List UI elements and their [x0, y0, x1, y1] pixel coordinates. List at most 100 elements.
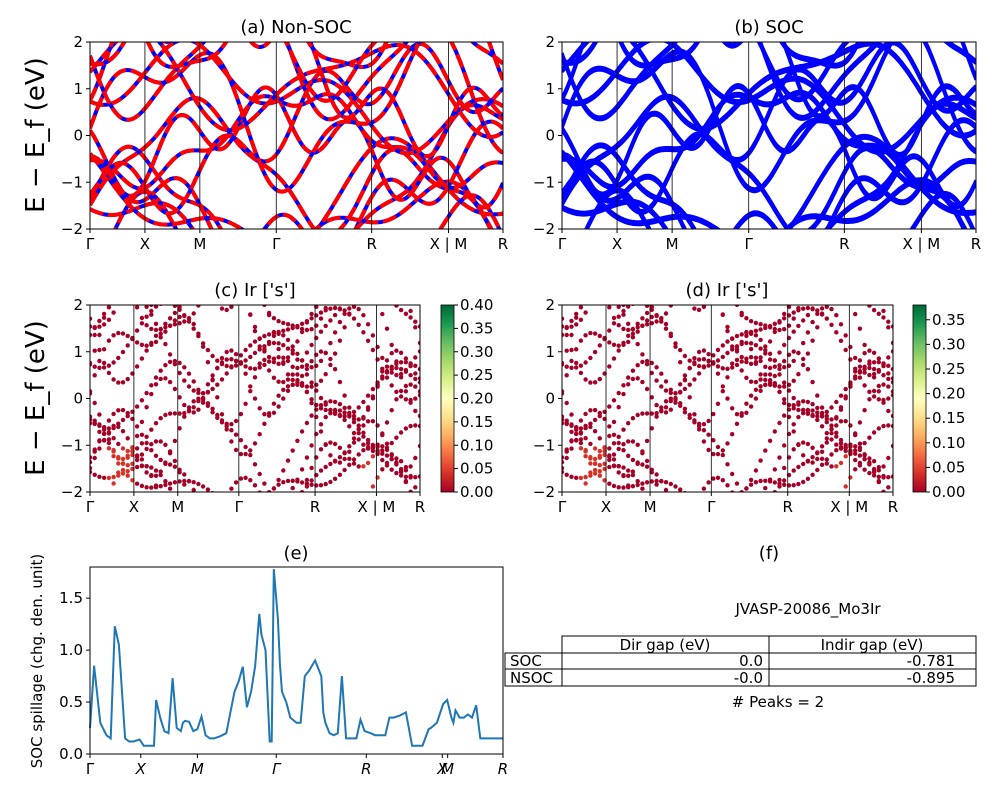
projection-point	[564, 447, 569, 452]
projection-point	[673, 484, 678, 489]
projection-point	[219, 377, 225, 382]
projection-point	[730, 365, 735, 370]
projection-point	[843, 347, 848, 353]
projection-point	[361, 415, 366, 420]
projection-point	[791, 358, 796, 364]
projection-point	[177, 314, 182, 320]
row-nsoc-indir: -0.895	[907, 669, 955, 687]
projection-point	[158, 331, 163, 336]
projection-point	[290, 372, 295, 377]
projection-point	[715, 444, 721, 450]
projection-point	[182, 378, 187, 383]
projection-point	[215, 358, 220, 363]
projection-point	[248, 343, 253, 348]
projection-point	[782, 478, 787, 483]
projection-point	[815, 414, 820, 419]
projection-point	[332, 351, 338, 356]
projection-point	[224, 427, 229, 432]
band-line-red	[90, 179, 494, 229]
projection-point	[562, 360, 565, 366]
projection-point	[682, 410, 688, 415]
projection-point	[370, 454, 376, 459]
projection-point	[243, 364, 248, 369]
projection-point	[290, 382, 295, 387]
projection-point	[149, 473, 154, 479]
projection-point	[611, 398, 617, 403]
projection-point	[304, 455, 310, 460]
projection-point	[853, 444, 858, 449]
projection-point	[328, 362, 333, 368]
projection-point	[167, 359, 173, 365]
projection-point	[886, 325, 891, 330]
projection-point	[862, 440, 867, 446]
projection-point	[848, 300, 852, 304]
projection-point	[640, 411, 645, 416]
projection-point	[853, 448, 858, 453]
projection-point	[886, 355, 891, 360]
projection-point	[342, 456, 347, 462]
projection-point	[578, 418, 584, 423]
projection-point	[276, 379, 281, 384]
projection-point	[696, 349, 702, 355]
b-xtick-label: M	[666, 235, 679, 253]
band-line-red	[90, 144, 493, 229]
projection-point	[394, 435, 399, 440]
projection-point	[734, 357, 740, 363]
projection-point	[299, 429, 305, 434]
projection-point	[167, 462, 173, 467]
projection-point	[621, 391, 626, 397]
projection-point	[106, 338, 112, 343]
projection-point	[182, 414, 187, 419]
colorbar-frame	[912, 304, 927, 493]
projection-point	[829, 322, 834, 327]
projection-point	[318, 378, 324, 383]
projection-point	[753, 468, 759, 473]
projection-point	[347, 405, 352, 410]
projection-point	[692, 377, 697, 382]
projection-point	[734, 333, 740, 339]
projection-point	[720, 366, 725, 371]
band-line-red	[113, 189, 502, 229]
projection-point	[318, 358, 324, 364]
projection-point	[389, 364, 394, 369]
projection-point	[649, 314, 654, 320]
projection-point	[116, 380, 121, 385]
projection-point	[370, 446, 376, 451]
projection-point	[583, 474, 588, 480]
projection-point	[389, 456, 394, 462]
projection-point	[663, 410, 669, 415]
colorbar-tick-label: 0.25	[932, 360, 965, 378]
projection-point	[205, 401, 211, 406]
projection-point	[635, 412, 640, 418]
projection-point	[829, 437, 834, 442]
projection-point	[748, 319, 754, 324]
a-xtick-label: X | M	[430, 235, 468, 253]
projection-point	[90, 324, 93, 329]
projection-point	[384, 453, 390, 458]
projection-point	[890, 474, 893, 479]
projection-point	[158, 368, 163, 373]
projection-point	[106, 305, 112, 310]
projection-point	[725, 483, 730, 488]
projection-point	[417, 324, 420, 329]
projection-point	[881, 489, 886, 492]
projection-point	[215, 382, 220, 387]
projection-point	[829, 427, 834, 432]
projection-point	[182, 478, 187, 484]
colorbar-tick-label: 0.00	[460, 483, 493, 501]
projection-point	[134, 305, 140, 310]
projection-point	[673, 344, 678, 349]
panel-e-plot: Γ X M Γ R XM R0.00.51.01.5	[59, 566, 508, 778]
projection-point	[611, 342, 617, 347]
projection-point	[233, 359, 239, 364]
projection-point	[90, 460, 93, 465]
projection-point	[763, 372, 768, 377]
projection-point	[252, 375, 258, 380]
projection-point	[97, 439, 102, 444]
projection-point	[248, 384, 253, 389]
projection-point	[106, 475, 112, 481]
projection-point	[224, 421, 229, 426]
projection-point	[617, 300, 621, 304]
projection-point	[630, 335, 636, 340]
projection-point	[592, 467, 598, 473]
